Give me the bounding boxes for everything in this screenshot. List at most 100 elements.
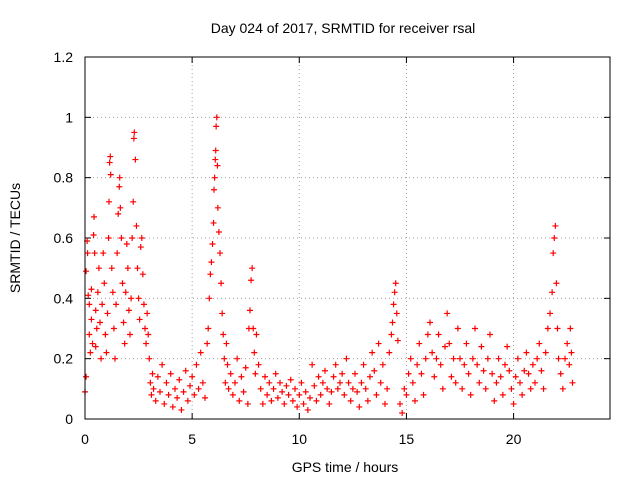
data-point [442,343,448,350]
data-point [337,379,343,386]
data-point [334,385,341,392]
data-series-srmtid [82,114,576,416]
data-point [309,361,316,368]
data-point [283,382,290,389]
data-point [105,235,112,241]
data-point [110,325,117,332]
data-point [104,310,111,317]
data-point [559,385,566,392]
data-point [248,277,255,284]
data-point [142,325,148,332]
data-point [339,370,346,377]
data-point [364,397,371,404]
data-point [165,391,172,398]
data-point [418,370,425,377]
data-point [540,385,547,392]
data-point [281,400,288,407]
data-point [319,379,326,386]
data-point [112,355,118,362]
data-point [369,349,376,356]
data-point [147,379,154,386]
data-point [326,400,333,407]
y-axis-label: SRMTID / TECUs [7,183,23,293]
data-point [227,370,234,377]
plot-frame [84,56,611,420]
data-point [388,331,395,338]
data-point [285,391,292,398]
data-point [552,222,559,229]
data-point [330,373,337,380]
data-point [149,370,156,377]
data-point [422,355,429,362]
data-point [172,385,178,392]
data-point [352,370,358,377]
data-point [414,361,421,368]
data-point [384,385,391,392]
data-point [84,250,91,257]
data-point [474,361,481,368]
data-point [553,280,560,287]
data-point [292,385,298,392]
data-point [304,406,311,413]
data-point [345,379,352,386]
data-point [98,355,105,362]
data-point [270,385,277,392]
data-point [220,331,227,338]
data-point [103,349,110,356]
data-point [217,250,223,257]
data-point [452,379,459,386]
data-point [409,379,416,386]
data-point [557,370,564,377]
data-point [294,403,301,410]
data-point [211,186,217,193]
data-point [148,391,155,398]
data-point [416,340,423,347]
data-point [279,388,286,395]
data-point [484,355,491,362]
data-point [514,355,521,362]
data-point [476,379,483,386]
data-point [122,289,129,296]
data-point [427,319,433,326]
data-point [360,361,367,368]
data-point [229,391,236,398]
data-point [154,373,161,380]
data-point [140,301,147,308]
data-point [163,379,170,386]
data-point [521,367,528,374]
data-point [268,397,275,404]
data-point [459,385,466,392]
data-point [461,361,468,368]
data-point [491,397,498,404]
data-point [262,373,268,380]
data-point [529,361,536,368]
data-point [379,361,386,368]
data-point [328,388,335,395]
data-point [506,367,513,374]
data-point [499,391,506,398]
data-point [92,343,99,350]
data-point [120,319,127,326]
data-point [300,400,307,407]
data-point [114,250,121,257]
data-point [386,349,393,356]
data-point [99,301,106,308]
data-point [405,370,412,377]
y-tick-label: 0.4 [54,290,74,306]
data-point [358,379,365,386]
data-point [566,361,573,368]
data-point [420,391,427,398]
data-point [510,400,517,407]
data-point [568,349,575,356]
data-point [525,370,532,377]
data-point [362,385,369,392]
data-point [102,331,109,338]
data-point [199,379,206,386]
data-point [389,319,396,326]
x-tick-label: 20 [506,431,522,447]
chart-title: Day 024 of 2017, SRMTID for receiver rsa… [211,20,476,36]
data-point [187,382,193,389]
data-point [536,340,543,347]
data-point [182,367,189,374]
data-point [218,280,225,287]
